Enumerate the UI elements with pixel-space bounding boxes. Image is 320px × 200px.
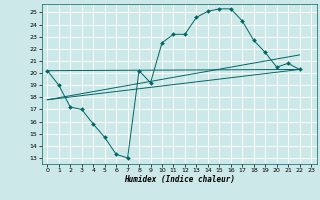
X-axis label: Humidex (Indice chaleur): Humidex (Indice chaleur)	[124, 175, 235, 184]
